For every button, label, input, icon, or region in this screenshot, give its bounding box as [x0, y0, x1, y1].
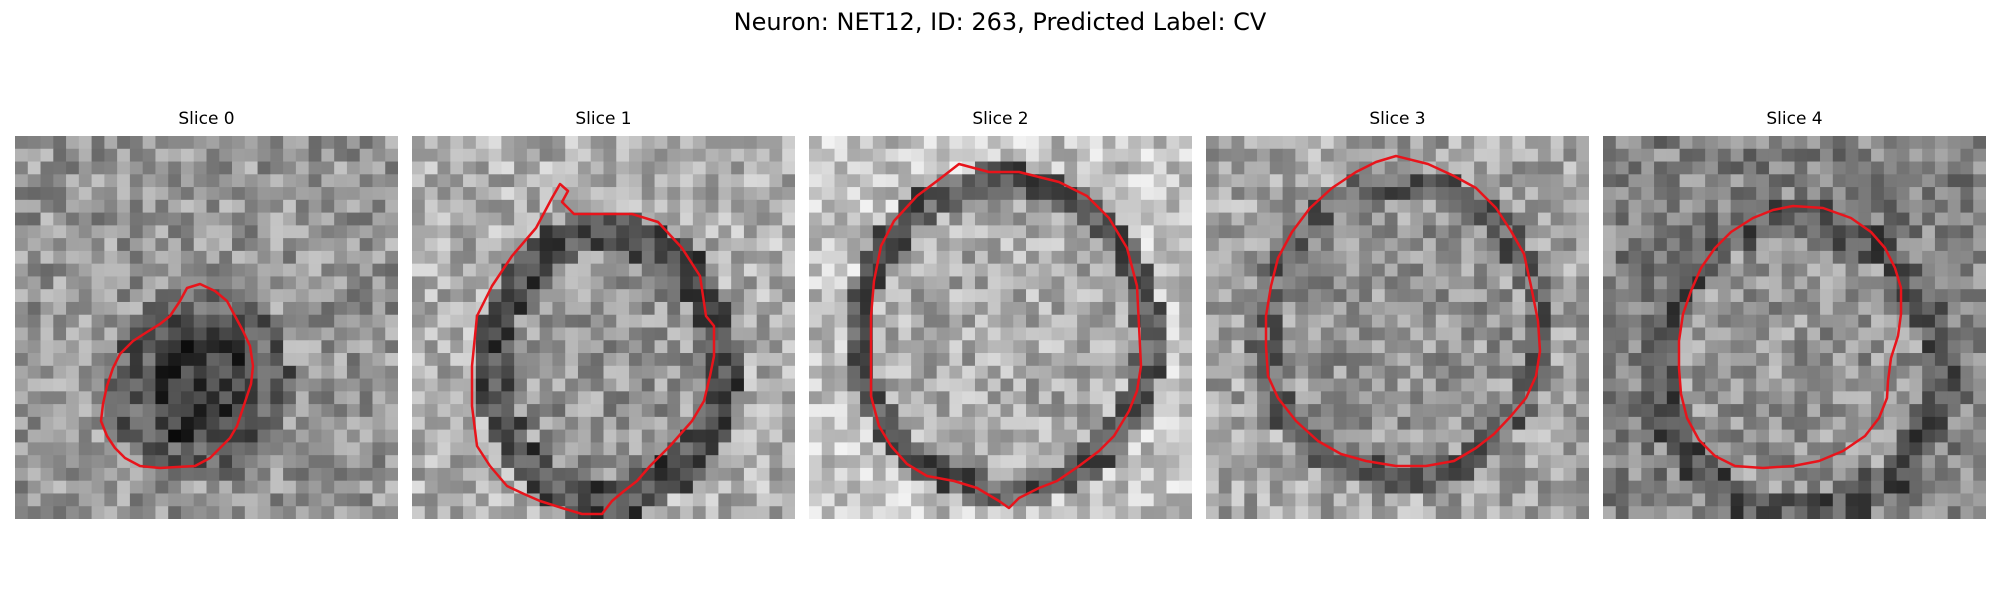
slice-title-4: Slice 4: [1766, 109, 1823, 129]
pixel-grid: [15, 136, 398, 519]
slice-panel-3: Slice 3: [1206, 108, 1589, 519]
pixel-grid: [412, 136, 795, 519]
pixel-grid: [809, 136, 1192, 519]
slice-title-1: Slice 1: [575, 109, 632, 129]
contour-outline: [1677, 204, 1903, 470]
slice-image-3: [1206, 136, 1589, 519]
contour-outline: [99, 282, 255, 470]
slice-panel-2: Slice 2: [809, 108, 1192, 519]
contour-outline: [470, 182, 716, 516]
slice-image-2: [809, 136, 1192, 519]
slice-panel-1: Slice 1: [412, 108, 795, 519]
pixel-grid: [1206, 136, 1589, 519]
slice-image-1: [412, 136, 795, 519]
slice-panel-0: Slice 0: [15, 108, 398, 519]
slice-title-2: Slice 2: [972, 109, 1029, 129]
slice-image-0: [15, 136, 398, 519]
slice-title-0: Slice 0: [178, 109, 235, 129]
slice-title-3: Slice 3: [1369, 109, 1426, 129]
contour-outline: [1264, 154, 1542, 468]
pixel-grid: [1603, 136, 1986, 519]
figure-title: Neuron: NET12, ID: 263, Predicted Label:…: [733, 8, 1267, 36]
slice-panel-4: Slice 4: [1603, 108, 1986, 519]
slice-image-4: [1603, 136, 1986, 519]
contour-outline: [869, 162, 1143, 510]
